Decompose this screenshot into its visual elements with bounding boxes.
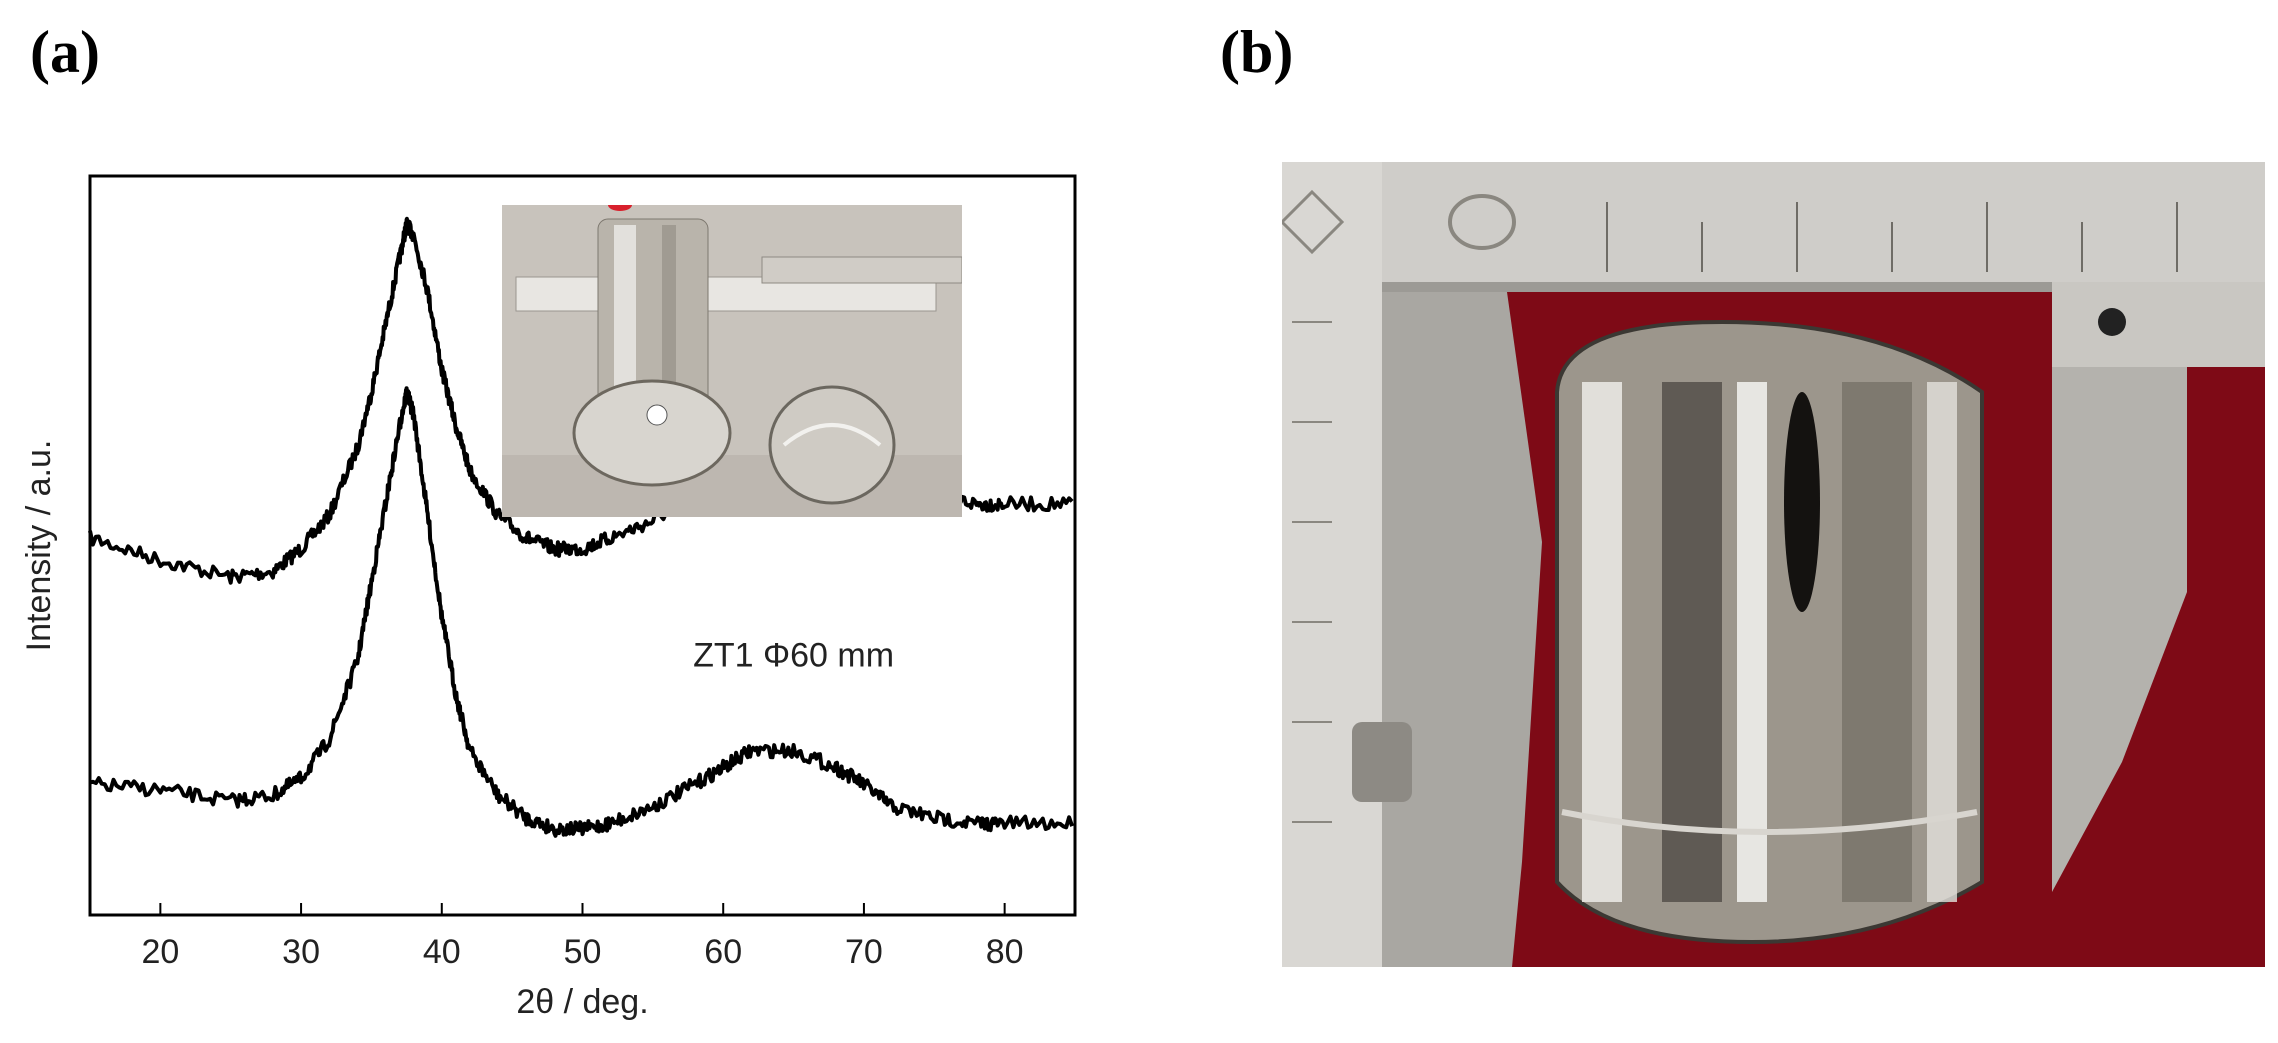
x-tick-label-3: 50 [564,933,602,971]
inset-photo [502,205,962,517]
x-tick-label-0: 20 [141,933,179,971]
sample-photo [1282,162,2265,967]
x-tick-label-5: 70 [845,933,883,971]
panel-a-label: (a) [30,19,100,85]
annotation-zt1: ZT1 Φ60 mm [693,637,894,675]
y-axis-label: Intensity / a.u. [20,440,58,652]
panel-b-label: (b) [1220,19,1294,85]
x-tick-label-6: 80 [986,933,1024,971]
x-tick-label-2: 40 [423,933,461,971]
x-tick-label-1: 30 [282,933,320,971]
x-tick-label-4: 60 [704,933,742,971]
series-line-1 [89,386,1074,838]
x-axis-label: 2θ / deg. [516,983,648,1021]
